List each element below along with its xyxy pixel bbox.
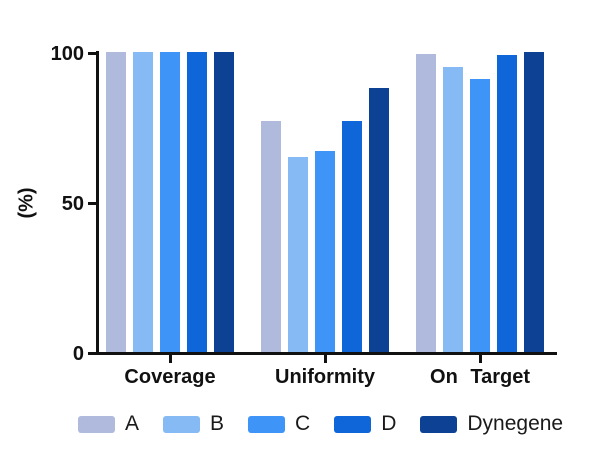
bar — [214, 52, 234, 352]
bar — [524, 52, 544, 352]
legend: A B C D Dynegene — [78, 408, 587, 440]
bar — [497, 55, 517, 352]
y-axis-tick-label: 50 — [61, 192, 84, 215]
legend-swatch — [420, 415, 458, 433]
y-axis-tick-label: 0 — [72, 342, 84, 365]
y-axis-tick — [88, 202, 97, 205]
category-label: Coverage — [124, 366, 216, 388]
legend-label: Dynegene — [467, 412, 564, 435]
category-label: On Target — [430, 366, 530, 388]
bar — [369, 88, 389, 352]
y-axis-tick — [88, 52, 97, 55]
y-axis-line — [96, 51, 99, 355]
legend-label: B — [210, 412, 225, 435]
legend-label: D — [381, 412, 397, 435]
bar — [443, 67, 463, 352]
bar — [133, 52, 153, 352]
x-axis-tick — [168, 352, 172, 363]
x-axis-tick — [478, 352, 482, 363]
bar — [315, 151, 335, 352]
bar — [261, 121, 281, 352]
bar — [160, 52, 180, 352]
bar — [288, 157, 308, 352]
legend-item: A — [78, 412, 139, 436]
x-axis-tick — [323, 352, 327, 363]
bar — [187, 52, 207, 352]
legend-label: A — [125, 412, 140, 435]
bar — [106, 52, 126, 352]
legend-swatch — [334, 415, 372, 433]
legend-item: Dynegene — [420, 412, 563, 436]
legend-swatch — [248, 415, 286, 433]
bar — [342, 121, 362, 352]
legend-label: C — [295, 412, 311, 435]
category-label: Uniformity — [275, 366, 375, 388]
y-axis-tick-label: 100 — [50, 42, 84, 65]
bar — [470, 79, 490, 352]
legend-item: C — [248, 412, 310, 436]
legend-swatch — [78, 415, 115, 433]
legend-item: D — [334, 412, 396, 436]
bar — [416, 53, 436, 352]
legend-swatch — [163, 415, 201, 433]
legend-item: B — [163, 412, 224, 436]
y-axis-tick — [88, 352, 97, 355]
